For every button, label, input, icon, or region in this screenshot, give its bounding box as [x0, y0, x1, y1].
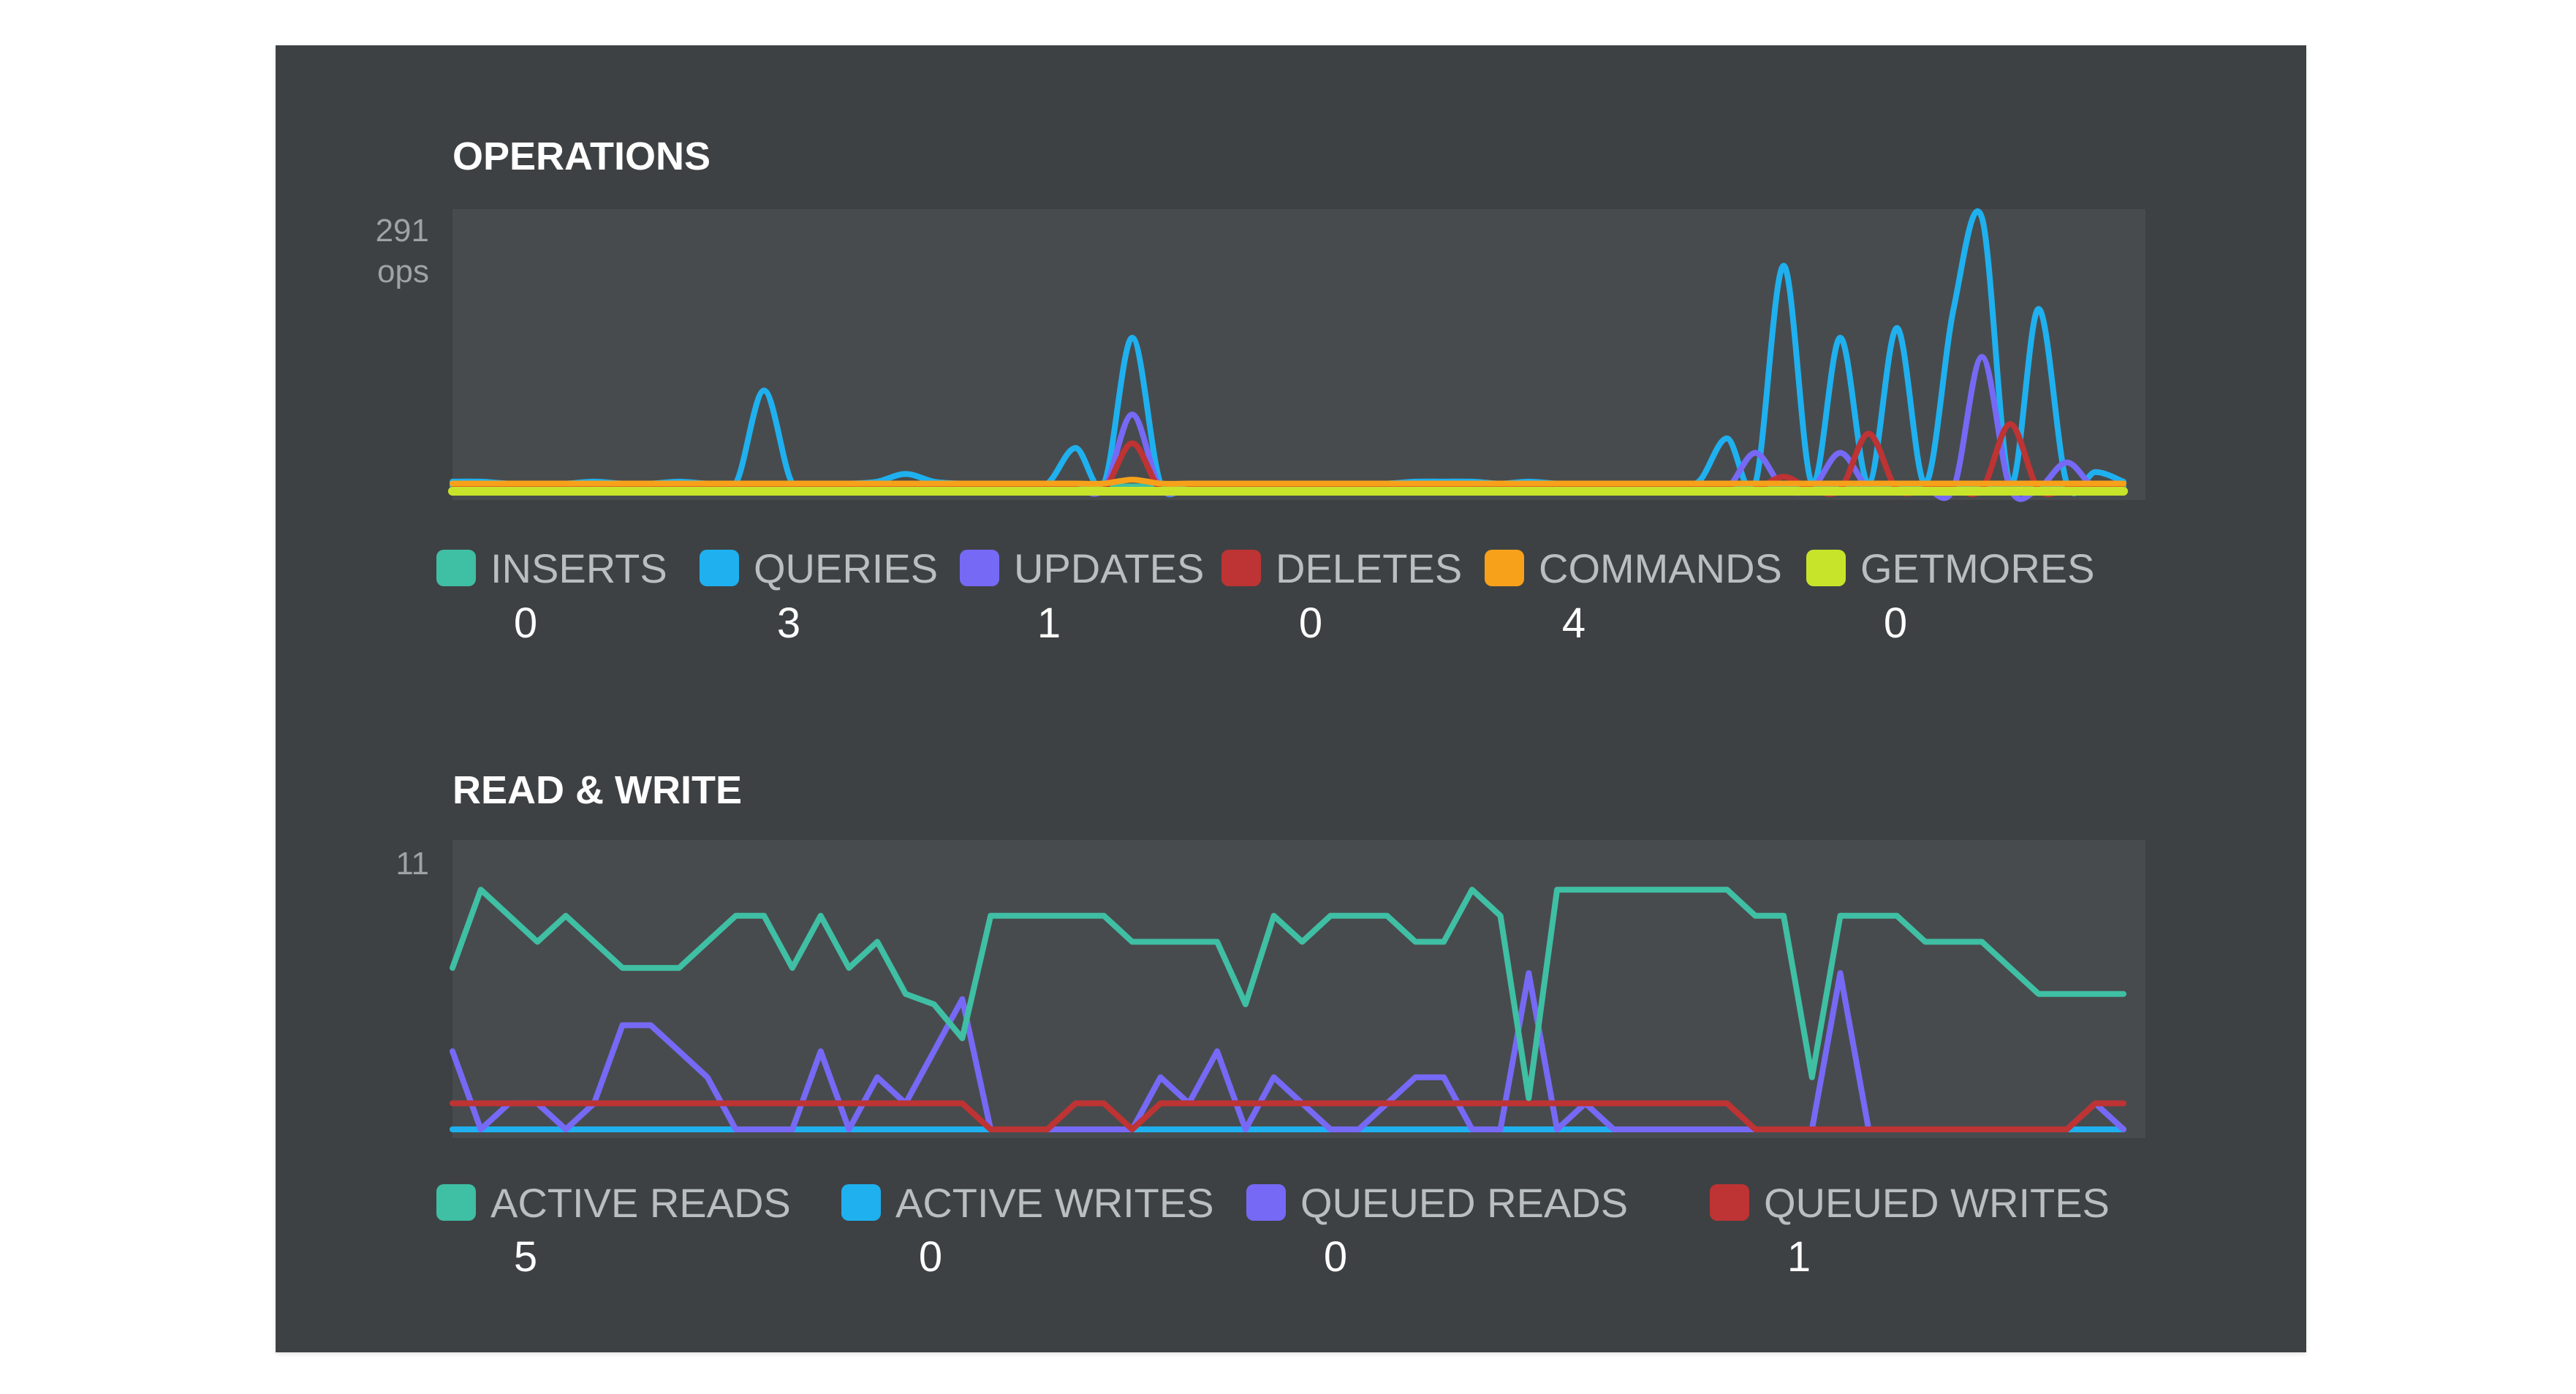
- chart0-plot-area: [452, 209, 2145, 500]
- chart0-legend-value-deletes: 0: [1299, 599, 1322, 647]
- chart1-legend-swatch-queued-reads: [1246, 1184, 1286, 1221]
- chart0-legend-swatch-deletes: [1221, 550, 1261, 586]
- chart0-legend-label-getmores: GETMORES: [1860, 545, 2094, 591]
- chart0-legend-label-queries: QUERIES: [754, 545, 938, 591]
- chart1-y-max-label: 11: [395, 846, 429, 882]
- chart1-legend-swatch-queued-writes: [1710, 1184, 1749, 1221]
- metrics-panel: OPERATIONS 291 ops INSERTS 0 QUERIES 3 UPDATES 1…: [276, 45, 2306, 1352]
- chart0-legend-value-inserts: 0: [514, 599, 537, 647]
- chart1-legend-value-queued-writes: 1: [1787, 1233, 1811, 1281]
- chart0-legend-swatch-commands: [1485, 550, 1524, 586]
- chart0-legend-label-deletes: DELETES: [1276, 545, 1462, 591]
- charts-canvas: OPERATIONS 291 ops INSERTS 0 QUERIES 3 UPDATES 1…: [376, 135, 2145, 1281]
- chart1-series-line-queued-writes: [450, 1100, 2126, 1132]
- chart0-y-unit-label: ops: [377, 254, 429, 289]
- chart1-legend-label-queued-writes: QUEUED WRITES: [1764, 1180, 2110, 1226]
- chart1-legend-swatch-active-reads: [436, 1184, 476, 1221]
- chart1-legend-label-queued-reads: QUEUED READS: [1300, 1180, 1628, 1226]
- chart1-legend-value-queued-reads: 0: [1324, 1233, 1347, 1281]
- chart0-legend-value-queries: 3: [777, 599, 800, 647]
- chart1-plot-area: [452, 840, 2145, 1138]
- chart0-legend-swatch-getmores: [1806, 550, 1846, 586]
- chart0-legend-label-commands: COMMANDS: [1539, 545, 1782, 591]
- chart0-legend-label-updates: UPDATES: [1014, 545, 1204, 591]
- chart0-series-line-commands: [450, 477, 2126, 487]
- chart1-series-line-queued-reads: [450, 970, 2126, 1132]
- chart0-legend-swatch-queries: [700, 550, 739, 586]
- chart1-series-line-active-reads: [450, 887, 2126, 1102]
- chart0-legend-swatch-inserts: [436, 550, 476, 586]
- chart1-title: READ & WRITE: [452, 768, 742, 812]
- chart0-legend-value-updates: 1: [1037, 599, 1061, 647]
- chart0-legend-label-inserts: INSERTS: [490, 545, 667, 591]
- chart0-legend-swatch-updates: [960, 550, 999, 586]
- chart0-legend-value-commands: 4: [1562, 599, 1586, 647]
- chart0-y-max-label: 291: [376, 213, 429, 249]
- chart1-legend-value-active-writes: 0: [919, 1233, 942, 1281]
- chart1-legend-label-active-reads: ACTIVE READS: [490, 1180, 791, 1226]
- chart1-legend-swatch-active-writes: [841, 1184, 881, 1221]
- chart0-title: OPERATIONS: [452, 135, 711, 178]
- chart0-legend-value-getmores: 0: [1884, 599, 1907, 647]
- chart1-legend-label-active-writes: ACTIVE WRITES: [895, 1180, 1214, 1226]
- chart1-legend-value-active-reads: 5: [514, 1233, 537, 1281]
